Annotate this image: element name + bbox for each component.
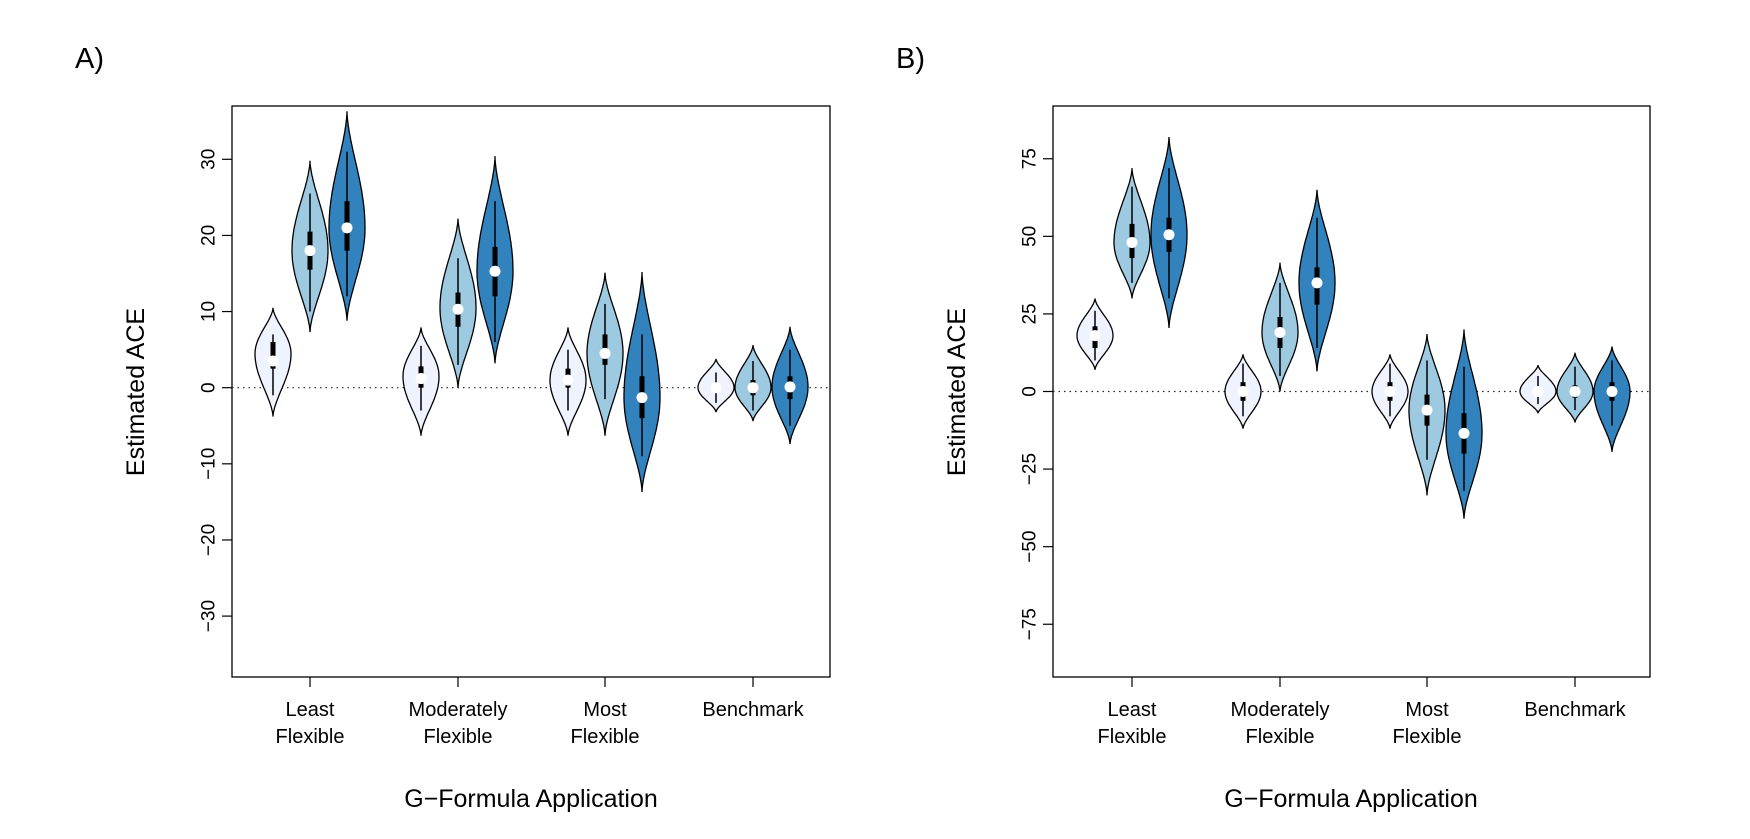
panel-b-violin-median-dot: [1163, 229, 1175, 241]
panel-a-violin-median-dot: [562, 374, 574, 386]
panel-b-violin-median-dot: [1237, 386, 1249, 397]
panel-a-violin-median-dot: [415, 373, 427, 385]
panel-a-violin-median-dot: [599, 347, 611, 359]
panel-a-violin-median-dot: [747, 382, 759, 394]
panel-a-label: A): [75, 43, 104, 75]
panel-a-violin-median-dot: [489, 265, 501, 277]
panel-a-violin-iqr-box: [270, 342, 276, 369]
panel-a: A) Estimated ACE G−Formula Application −…: [75, 43, 831, 813]
panel-b-y-tick-label: −25: [1020, 453, 1041, 485]
panel-b-category-label: Most Flexible: [1393, 699, 1462, 748]
panel-a-plot-frame: [231, 105, 831, 678]
panel-b: B) Estimated ACE G−Formula Application −…: [896, 43, 1651, 813]
panel-a-category-label: Most Flexible: [571, 699, 640, 748]
panel-b-violin-median-dot: [1569, 386, 1581, 397]
panel-a-y-tick-label: 0: [199, 382, 220, 393]
panel-a-violin-median-dot: [341, 222, 353, 234]
panel-a-violin-median-dot: [452, 303, 464, 315]
panel-a-violin-median-dot: [710, 382, 722, 394]
panel-a-y-tick-label: 30: [199, 149, 220, 170]
panel-b-y-tick-label: −50: [1020, 531, 1041, 563]
panel-b-violin-median-dot: [1274, 327, 1286, 339]
panel-b-violin-median-dot: [1421, 404, 1433, 416]
panel-b-y-tick-label: 50: [1020, 226, 1041, 247]
panel-a-violin-median-dot: [267, 355, 279, 367]
panel-b-violin-median-dot: [1532, 386, 1544, 397]
panel-a-y-tick-label: −20: [199, 524, 220, 556]
panel-b-marks: −75 −50 −25 0 25 50 75 Least Flexible Moderately F…: [1020, 105, 1651, 748]
panel-a-category-label: Benchmark: [702, 699, 804, 721]
panel-b-y-tick-label: 0: [1020, 386, 1041, 397]
panel-a-violin-median-dot: [784, 381, 796, 393]
panel-a-y-tick-label: −30: [199, 600, 220, 632]
panel-a-y-tick-label: −10: [199, 448, 220, 480]
panel-b-category-label: Moderately Flexible: [1231, 699, 1330, 748]
panel-a-y-tick-label: 10: [199, 301, 220, 322]
panel-b-y-tick-label: 75: [1020, 148, 1041, 169]
panel-a-marks: −30 −20 −10 0 10 20 30 Least Flexible Moderately F…: [199, 105, 831, 748]
panel-a-violin-median-dot: [636, 392, 648, 404]
panel-a-category-label: Moderately Flexible: [409, 699, 508, 748]
panel-b-label: B): [896, 43, 925, 75]
panel-a-y-tick-label: 20: [199, 225, 220, 246]
panel-b-violin-median-dot: [1311, 277, 1323, 289]
panel-b-x-axis-title: G−Formula Application: [1224, 785, 1478, 813]
panel-b-y-tick-label: −75: [1020, 608, 1041, 640]
panel-b-category-label: Benchmark: [1524, 699, 1626, 721]
panel-b-y-axis-title: Estimated ACE: [943, 308, 971, 476]
panel-b-violin-median-dot: [1458, 427, 1470, 439]
panel-b-violin-median-dot: [1384, 386, 1396, 397]
panel-a-x-axis-title: G−Formula Application: [404, 785, 658, 813]
panel-b-category-label: Least Flexible: [1098, 699, 1167, 748]
panel-b-violin-median-dot: [1089, 330, 1101, 342]
panel-b-violin-median-dot: [1126, 237, 1138, 249]
panel-b-violin-median-dot: [1606, 386, 1618, 397]
panel-a-y-axis-title: Estimated ACE: [122, 308, 150, 476]
panel-b-y-tick-label: 25: [1020, 303, 1041, 324]
panel-a-violin-median-dot: [304, 245, 316, 257]
panel-a-category-label: Least Flexible: [276, 699, 345, 748]
